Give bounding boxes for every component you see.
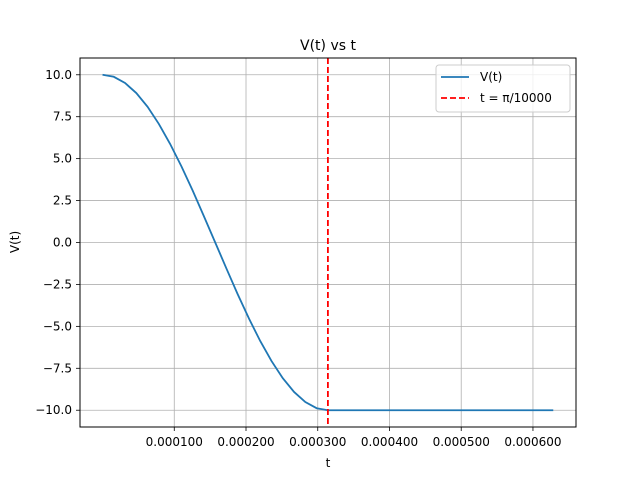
x-tick-label: 0.000300 <box>289 435 346 449</box>
y-tick-label: −2.5 <box>43 277 72 291</box>
legend-label-pi-line: t = π/10000 <box>480 91 552 105</box>
x-tick-label: 0.000400 <box>361 435 418 449</box>
y-axis: 10.0 7.5 5.0 2.5 0.0 −2.5 −5.0 −7.5 −10.0 <box>35 68 80 417</box>
legend: V(t) t = π/10000 <box>435 64 571 113</box>
x-axis: 0.000100 0.000200 0.000300 0.000400 0.000500… <box>146 427 562 449</box>
y-tick-label: 2.5 <box>53 194 72 208</box>
legend-frame <box>435 64 571 113</box>
y-tick-label: 7.5 <box>53 110 72 124</box>
series-layer <box>102 58 554 427</box>
legend-label-vt: V(t) <box>480 70 502 84</box>
y-tick-label: −7.5 <box>43 361 72 375</box>
series-line-vt <box>102 73 554 412</box>
y-tick-label: −10.0 <box>35 403 72 417</box>
y-tick-label: 0.0 <box>53 236 72 250</box>
x-tick-label: 0.000200 <box>217 435 274 449</box>
chart-title: V(t) vs t <box>300 38 356 54</box>
x-tick-label: 0.000100 <box>146 435 203 449</box>
x-axis-label: t <box>326 456 331 470</box>
x-tick-label: 0.000500 <box>433 435 490 449</box>
y-tick-label: 5.0 <box>53 152 72 166</box>
x-tick-label: 0.000600 <box>504 435 561 449</box>
y-tick-label: −5.0 <box>43 319 72 333</box>
y-axis-label: V(t) <box>8 231 22 253</box>
y-tick-label: 10.0 <box>45 68 72 82</box>
